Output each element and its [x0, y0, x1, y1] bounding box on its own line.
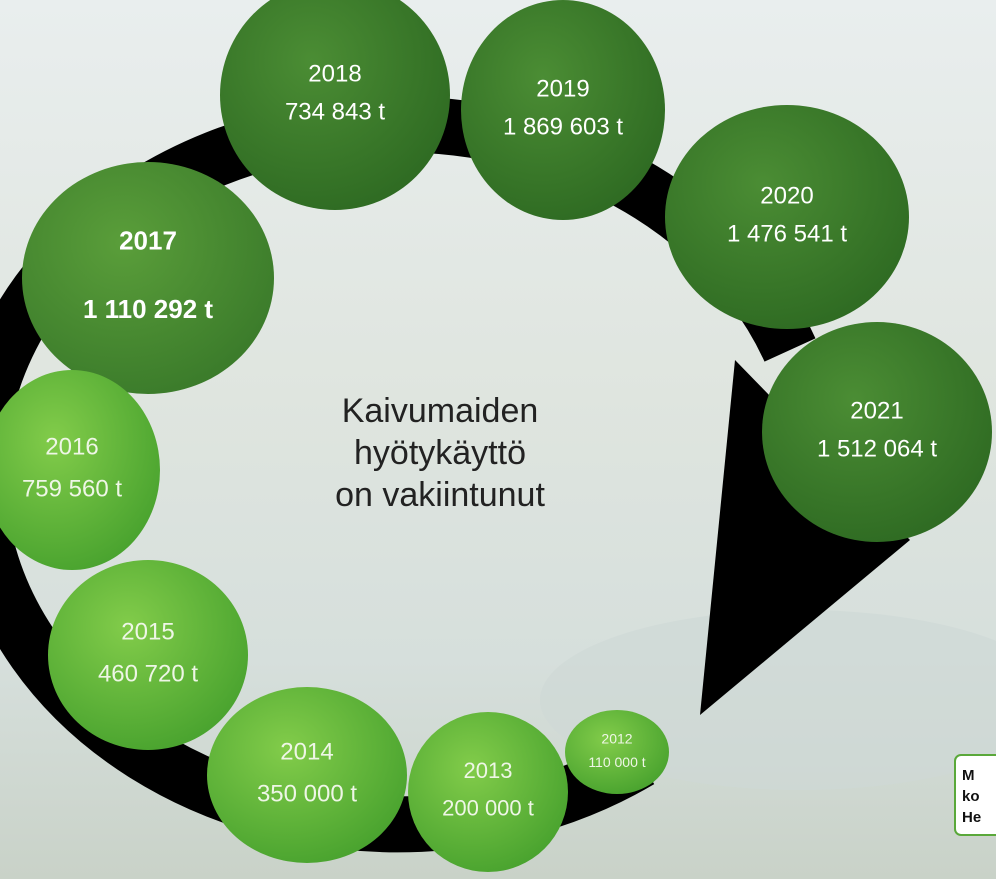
amount-label: 1 869 603 t: [503, 113, 623, 140]
year-label: 2017: [119, 226, 177, 256]
year-circle: [461, 0, 665, 220]
year-circle: [207, 687, 407, 863]
year-circle: [665, 105, 909, 329]
year-circle: [565, 710, 669, 794]
amount-label: 759 560 t: [22, 475, 122, 502]
note-box: [954, 754, 996, 836]
note-text: M: [962, 767, 975, 784]
year-label: 2014: [280, 738, 333, 765]
year-label: 2021: [850, 397, 903, 424]
center-text: hyötykäyttö: [354, 434, 526, 472]
center-text: on vakiintunut: [335, 476, 545, 514]
year-label: 2016: [45, 433, 98, 460]
amount-label: 1 512 064 t: [817, 435, 937, 462]
year-circle: [48, 560, 248, 750]
note-text: He: [962, 809, 981, 826]
center-text: Kaivumaiden: [342, 392, 539, 430]
year-circle: [220, 0, 450, 210]
amount-label: 110 000 t: [588, 754, 645, 770]
amount-label: 1 110 292 t: [83, 294, 213, 324]
year-label: 2013: [464, 758, 513, 783]
amount-label: 460 720 t: [98, 660, 198, 687]
amount-label: 734 843 t: [285, 98, 385, 125]
year-label: 2018: [308, 60, 361, 87]
year-label: 2015: [121, 618, 174, 645]
amount-label: 1 476 541 t: [727, 220, 847, 247]
year-circle: [22, 162, 274, 394]
note-text: ko: [962, 788, 980, 805]
year-circle: [408, 712, 568, 872]
year-label: 2019: [536, 75, 589, 102]
year-circle: [0, 370, 160, 570]
year-label: 2012: [601, 730, 632, 746]
year-circle: [762, 322, 992, 542]
cycle-arrowhead: [700, 360, 910, 715]
year-label: 2020: [760, 182, 813, 209]
amount-label: 350 000 t: [257, 780, 357, 807]
amount-label: 200 000 t: [442, 796, 534, 821]
